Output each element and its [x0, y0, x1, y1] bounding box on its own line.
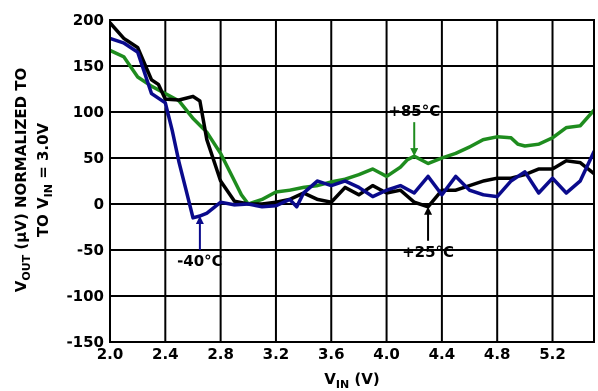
- x-tick-label: 2.8: [207, 345, 234, 363]
- annotation-label-2: +25°C: [402, 243, 454, 261]
- x-tick-label: 2.0: [97, 345, 124, 363]
- y-axis-label-line2: TO VIN = 3.0V: [34, 122, 55, 237]
- x-tick-label: 3.6: [318, 345, 345, 363]
- annotation-label-1: -40°C: [177, 252, 223, 270]
- y-tick-label: -50: [77, 241, 104, 259]
- x-tick-label: 4.4: [429, 345, 456, 363]
- annotations: +85°C -40°C +25°C: [177, 102, 454, 270]
- y-tick-label: 150: [73, 57, 104, 75]
- y-axis-label-line1: VOUT (µV) NORMALIZED TO: [12, 68, 33, 293]
- y-axis-label: VOUT (µV) NORMALIZED TO TO VIN = 3.0V: [12, 68, 55, 293]
- x-tick-label: 4.0: [373, 345, 400, 363]
- x-tick-label: 3.2: [263, 345, 290, 363]
- series-line-0: [110, 48, 594, 206]
- series-line-1: [110, 21, 594, 209]
- x-tick-label: 2.4: [152, 345, 179, 363]
- y-tick-label: -100: [66, 287, 104, 305]
- series-line-2: [110, 36, 594, 220]
- annotation-label-0: +85°C: [388, 102, 440, 120]
- y-tick-label: 200: [73, 11, 104, 29]
- x-axis-label: VIN (V): [324, 370, 379, 391]
- series-layer: [110, 21, 594, 220]
- x-tick-label: 5.2: [539, 345, 566, 363]
- y-tick-labels: 200 150 100 50 0 -50 -100 -150: [66, 11, 104, 351]
- y-tick-label: 0: [94, 195, 104, 213]
- x-tick-label: 4.8: [484, 345, 511, 363]
- x-tick-labels: 2.0 2.4 2.8 3.2 3.6 4.0 4.4 4.8 5.2: [97, 345, 566, 363]
- y-tick-label: -150: [66, 333, 104, 351]
- plot-frame: [109, 19, 595, 343]
- y-tick-label: 50: [83, 149, 104, 167]
- y-tick-label: 100: [73, 103, 104, 121]
